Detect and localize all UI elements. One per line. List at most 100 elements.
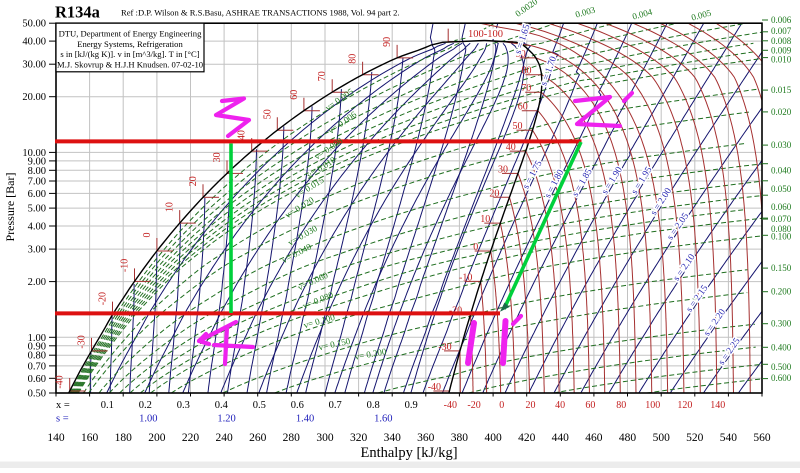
svg-text:20: 20 (526, 400, 536, 411)
svg-text:1.00: 1.00 (28, 333, 46, 344)
svg-text:4.00: 4.00 (28, 222, 46, 233)
svg-text:Enthalpy [kJ/kg]: Enthalpy [kJ/kg] (360, 445, 457, 461)
svg-text:-30: -30 (438, 342, 451, 353)
svg-text:60: 60 (518, 102, 528, 113)
svg-text:90: 90 (382, 37, 393, 47)
svg-text:80: 80 (522, 66, 532, 77)
svg-text:0.3: 0.3 (177, 400, 190, 411)
svg-text:0.8: 0.8 (367, 400, 380, 411)
svg-text:280: 280 (283, 432, 301, 444)
svg-text:Ref :D.P. Wilson & R.S.Basu, A: Ref :D.P. Wilson & R.S.Basu, ASHRAE TRAN… (121, 8, 400, 18)
svg-text:70: 70 (521, 83, 531, 94)
svg-text:0.070: 0.070 (771, 214, 792, 224)
svg-text:140: 140 (710, 400, 725, 411)
svg-text:1.20: 1.20 (217, 414, 235, 425)
svg-text:0.7: 0.7 (329, 400, 342, 411)
svg-text:200: 200 (148, 432, 166, 444)
svg-text:7.00: 7.00 (28, 177, 46, 188)
svg-text:20: 20 (188, 176, 199, 186)
svg-text:0.050: 0.050 (771, 184, 792, 194)
svg-text:1.60: 1.60 (374, 414, 392, 425)
svg-text:380: 380 (451, 432, 469, 444)
svg-text:90: 90 (516, 49, 526, 60)
svg-text:-20: -20 (467, 400, 480, 411)
svg-text:10.00: 10.00 (22, 148, 46, 159)
svg-text:0.400: 0.400 (771, 342, 792, 352)
svg-text:60: 60 (289, 90, 300, 100)
svg-text:0.030: 0.030 (771, 140, 792, 150)
svg-text:-40: -40 (428, 382, 441, 393)
svg-text:520: 520 (686, 432, 704, 444)
svg-text:60: 60 (585, 400, 595, 411)
svg-text:540: 540 (720, 432, 738, 444)
svg-text:70: 70 (317, 71, 328, 81)
svg-text:50: 50 (513, 121, 523, 132)
svg-text:-10: -10 (120, 259, 131, 272)
svg-text:Pressure [Bar]: Pressure [Bar] (3, 173, 17, 242)
svg-text:0.100: 0.100 (771, 232, 792, 242)
svg-text:0.5: 0.5 (253, 400, 266, 411)
svg-text:20: 20 (489, 188, 499, 199)
svg-text:8.00: 8.00 (28, 166, 46, 177)
svg-text:240: 240 (215, 432, 233, 444)
svg-text:10: 10 (480, 214, 490, 225)
svg-text:0.600: 0.600 (771, 373, 792, 383)
svg-text:2.00: 2.00 (28, 277, 46, 288)
svg-text:-20: -20 (449, 306, 462, 317)
svg-text:0.006: 0.006 (771, 15, 792, 25)
svg-text:20.00: 20.00 (22, 92, 46, 103)
svg-text:M.J. Skovrup & H.J.H Knudsen.: M.J. Skovrup & H.J.H Knudsen. 07-02-10 (57, 59, 203, 69)
svg-text:40: 40 (237, 130, 248, 140)
svg-text:0.200: 0.200 (771, 287, 792, 297)
svg-text:-40: -40 (55, 375, 66, 388)
svg-text:0.70: 0.70 (28, 361, 46, 372)
svg-text:-20: -20 (98, 292, 109, 305)
svg-text:0.80: 0.80 (28, 351, 46, 362)
svg-text:9.00: 9.00 (28, 156, 46, 167)
svg-text:400: 400 (484, 432, 502, 444)
svg-text:80: 80 (348, 54, 359, 64)
svg-text:0.020: 0.020 (771, 107, 792, 117)
svg-text:100: 100 (645, 400, 660, 411)
svg-text:30: 30 (498, 164, 508, 175)
svg-text:180: 180 (115, 432, 133, 444)
svg-text:-40: -40 (444, 400, 457, 411)
svg-text:0.007: 0.007 (771, 26, 792, 36)
svg-text:0.9: 0.9 (405, 400, 418, 411)
svg-text:0.009: 0.009 (771, 45, 792, 55)
svg-text:340: 340 (384, 432, 402, 444)
svg-text:0.010: 0.010 (771, 55, 792, 65)
svg-text:0.008: 0.008 (771, 36, 792, 46)
svg-text:120: 120 (677, 400, 692, 411)
svg-text:0.60: 0.60 (28, 374, 46, 385)
svg-text:40: 40 (506, 142, 516, 153)
svg-text:0: 0 (473, 242, 478, 253)
svg-text:0.015: 0.015 (771, 85, 792, 95)
svg-text:140: 140 (47, 432, 65, 444)
svg-text:420: 420 (518, 432, 536, 444)
svg-text:1.00: 1.00 (139, 414, 157, 425)
svg-text:0.300: 0.300 (771, 319, 792, 329)
svg-text:500: 500 (653, 432, 671, 444)
svg-text:3.00: 3.00 (28, 245, 46, 256)
svg-text:0.1: 0.1 (101, 400, 114, 411)
svg-text:560: 560 (753, 432, 771, 444)
svg-text:0.4: 0.4 (215, 400, 229, 411)
svg-text:50: 50 (262, 109, 273, 119)
svg-text:DTU, Department of Energy Engi: DTU, Department of Energy Engineering (59, 29, 202, 39)
svg-text:0.150: 0.150 (771, 263, 792, 273)
svg-text:6.00: 6.00 (28, 189, 46, 200)
svg-text:5.00: 5.00 (28, 204, 46, 215)
svg-text:260: 260 (249, 432, 267, 444)
svg-text:x =: x = (56, 400, 70, 411)
svg-text:360: 360 (417, 432, 435, 444)
svg-text:30: 30 (212, 152, 223, 162)
svg-text:-30: -30 (77, 335, 88, 348)
svg-text:480: 480 (619, 432, 637, 444)
svg-text:100-100: 100-100 (468, 29, 503, 40)
svg-text:0.50: 0.50 (28, 389, 46, 400)
svg-text:80: 80 (616, 400, 626, 411)
svg-text:40.00: 40.00 (22, 37, 46, 48)
svg-text:R134a: R134a (55, 3, 100, 22)
svg-text:30.00: 30.00 (22, 60, 46, 71)
